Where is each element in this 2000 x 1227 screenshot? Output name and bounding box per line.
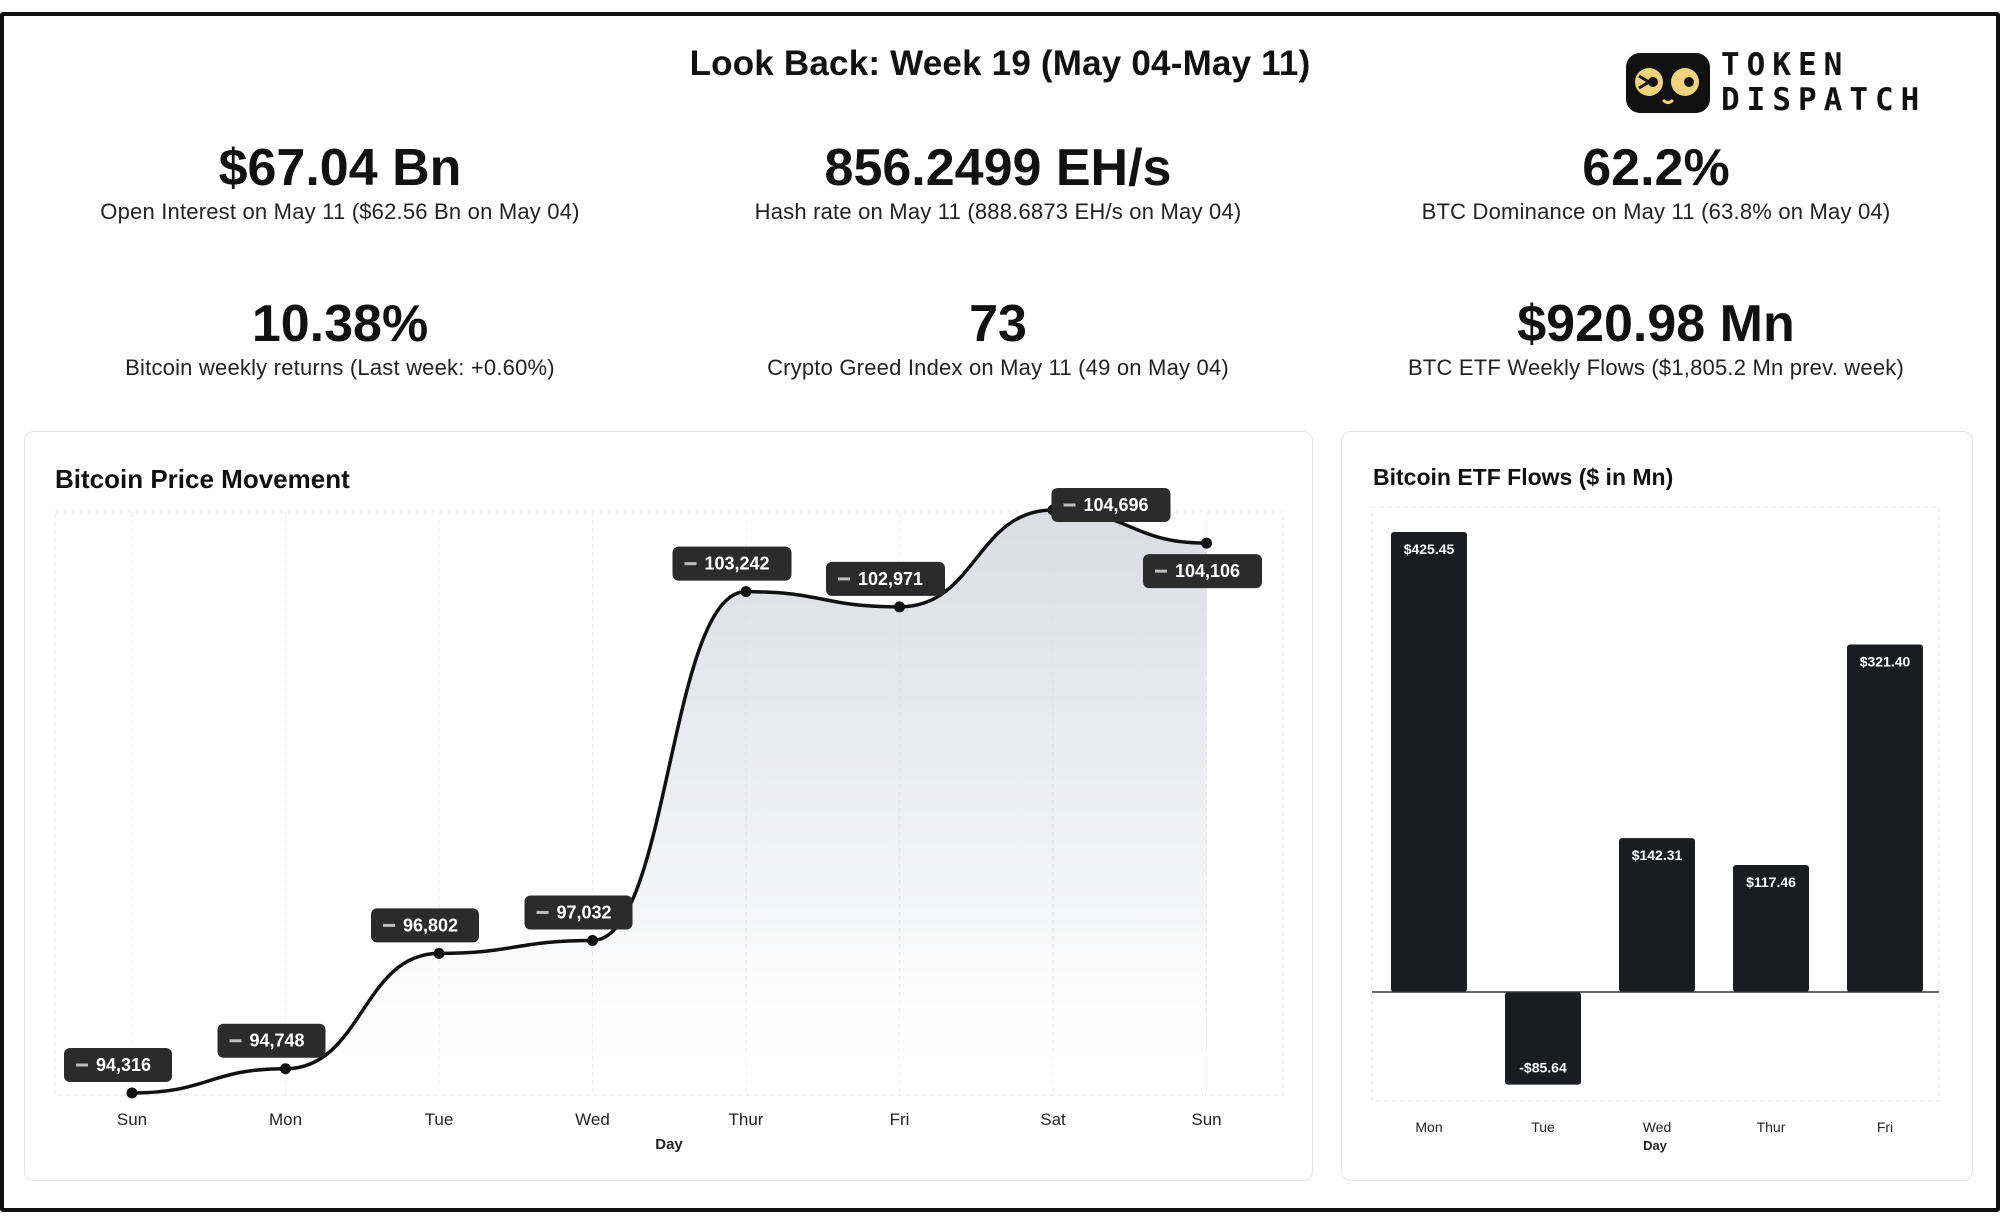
price-label-legend-mark	[684, 562, 697, 566]
price-label-text: 94,316	[96, 1055, 151, 1075]
stat-label: Bitcoin weekly returns (Last week: +0.60…	[125, 355, 555, 380]
price-label-text: 103,242	[705, 554, 770, 574]
stat-value: 10.38%	[251, 295, 429, 353]
stat-greed-index: 73 Crypto Greed Index on May 11 (49 on M…	[668, 294, 1328, 382]
stat-value: $920.98 Mn	[1517, 295, 1795, 353]
price-label-text: 104,106	[1175, 561, 1240, 581]
price-point	[894, 601, 905, 613]
stat-value: $67.04 Bn	[218, 139, 462, 197]
price-value-label: 102,971	[826, 561, 945, 596]
stat-value: 73	[969, 295, 1027, 353]
price-x-tick: Sun	[1191, 1110, 1221, 1129]
etf-bar-label: $321.40	[1860, 653, 1911, 669]
price-label-legend-mark	[229, 1039, 242, 1043]
price-label-legend-mark	[1063, 503, 1076, 507]
price-label-bg	[524, 895, 633, 930]
price-label-text: 96,802	[403, 915, 458, 935]
stat-label: Crypto Greed Index on May 11 (49 on May …	[767, 355, 1229, 380]
token-dispatch-logo: TOKEN DISPATCH	[1625, 48, 1965, 118]
etf-bar	[1505, 992, 1581, 1085]
price-label-legend-mark	[383, 923, 395, 927]
etf-plot-area	[1371, 506, 1940, 1102]
price-value-label: 96,802	[371, 908, 479, 943]
etf-x-tick: Wed	[1643, 1119, 1672, 1135]
price-label-legend-mark	[1155, 569, 1167, 573]
etf-bar-label: $142.31	[1632, 847, 1683, 863]
price-x-tick: Sun	[117, 1110, 147, 1129]
etf-chart-title: Bitcoin ETF Flows ($ in Mn)	[1373, 464, 1674, 490]
etf-x-tick: Tue	[1531, 1119, 1555, 1135]
stat-label: BTC Dominance on May 11 (63.8% on May 04…	[1421, 199, 1891, 224]
price-chart: 94,316 94,748 96,802 97,032 103,242 102,971 10…	[54, 488, 1284, 1153]
price-label-bg	[1051, 488, 1171, 522]
stat-hash-rate: 856.2499 EH/s Hash rate on May 11 (888.6…	[668, 138, 1328, 226]
price-label-legend-mark	[76, 1063, 88, 1067]
etf-x-tick: Fri	[1877, 1119, 1893, 1135]
price-point	[587, 934, 598, 946]
etf-chart: $425.45 -$85.64 $142.31 $117.46 $321.40 Mon T…	[1371, 506, 1940, 1153]
image-frame	[0, 12, 2000, 1212]
price-x-tick: Fri	[890, 1110, 910, 1129]
etf-bar	[1847, 644, 1923, 992]
price-label-bg	[64, 1048, 172, 1082]
price-value-label: 104,696	[1051, 488, 1171, 522]
logo-face-icon	[1626, 53, 1710, 113]
price-chart-card: Bitcoin Price Movement 94,316 94,748 96,80…	[24, 431, 1313, 1181]
etf-bar	[1619, 838, 1695, 992]
stat-label: Hash rate on May 11 (888.6873 EH/s on Ma…	[754, 199, 1242, 224]
stat-value: 856.2499 EH/s	[824, 139, 1172, 197]
etf-chart-card: Bitcoin ETF Flows ($ in Mn) $425.45 -$85.…	[1341, 431, 1973, 1181]
stat-value: 62.2%	[1582, 139, 1730, 197]
price-label-text: 104,696	[1084, 495, 1149, 515]
price-point	[126, 1087, 138, 1099]
price-x-tick: Wed	[575, 1110, 610, 1129]
price-line	[131, 508, 1207, 1095]
page-title: Look Back: Week 19 (May 04-May 11)	[689, 44, 1311, 83]
price-point	[280, 1063, 291, 1075]
price-x-tick: Tue	[425, 1110, 454, 1129]
price-label-bg	[826, 561, 945, 596]
price-x-axis-title: Day	[655, 1136, 683, 1153]
price-label-bg	[1143, 554, 1262, 589]
price-label-legend-mark	[838, 577, 850, 581]
price-point	[740, 586, 752, 598]
price-value-label: 94,748	[217, 1023, 326, 1058]
price-value-label: 94,316	[64, 1048, 172, 1082]
etf-x-tick: Mon	[1415, 1119, 1442, 1135]
price-label-bg	[672, 546, 792, 581]
price-chart-title: Bitcoin Price Movement	[55, 464, 350, 494]
stat-btc-dominance: 62.2% BTC Dominance on May 11 (63.8% on …	[1326, 138, 1986, 226]
price-label-text: 102,971	[858, 569, 923, 589]
stat-open-interest: $67.04 Bn Open Interest on May 11 ($62.5…	[10, 138, 670, 226]
price-value-label: 103,242	[672, 546, 792, 581]
price-point	[433, 947, 445, 959]
stat-weekly-returns: 10.38% Bitcoin weekly returns (Last week…	[10, 294, 670, 382]
price-plot-area	[54, 511, 1284, 1096]
stat-label: Open Interest on May 11 ($62.56 Bn on Ma…	[100, 199, 580, 224]
etf-bar-label: $425.45	[1404, 541, 1455, 557]
etf-bar	[1391, 532, 1467, 992]
price-label-bg	[217, 1023, 326, 1058]
price-area-fill	[132, 510, 1207, 1093]
stat-etf-weekly-flows: $920.98 Mn BTC ETF Weekly Flows ($1,805.…	[1326, 294, 1986, 382]
logo-text-line1: TOKEN	[1721, 47, 1850, 83]
price-value-label: 97,032	[524, 895, 633, 930]
etf-x-axis-title: Day	[1643, 1138, 1668, 1153]
etf-bar-label: $117.46	[1746, 874, 1796, 890]
price-label-legend-mark	[536, 910, 549, 914]
logo-text-line2: DISPATCH	[1721, 82, 1927, 118]
etf-bar	[1733, 865, 1809, 992]
price-x-tick: Sat	[1040, 1110, 1066, 1129]
price-label-text: 97,032	[557, 902, 612, 922]
price-point	[1201, 537, 1212, 549]
price-label-text: 94,748	[250, 1031, 305, 1051]
price-value-label: 104,106	[1143, 554, 1262, 589]
etf-bar-label: -$85.64	[1519, 1060, 1567, 1076]
price-x-tick: Thur	[729, 1110, 764, 1129]
price-label-bg	[371, 908, 479, 943]
stat-label: BTC ETF Weekly Flows ($1,805.2 Mn prev. …	[1408, 355, 1904, 380]
price-x-tick: Mon	[269, 1110, 302, 1129]
etf-x-tick: Thur	[1757, 1119, 1786, 1135]
